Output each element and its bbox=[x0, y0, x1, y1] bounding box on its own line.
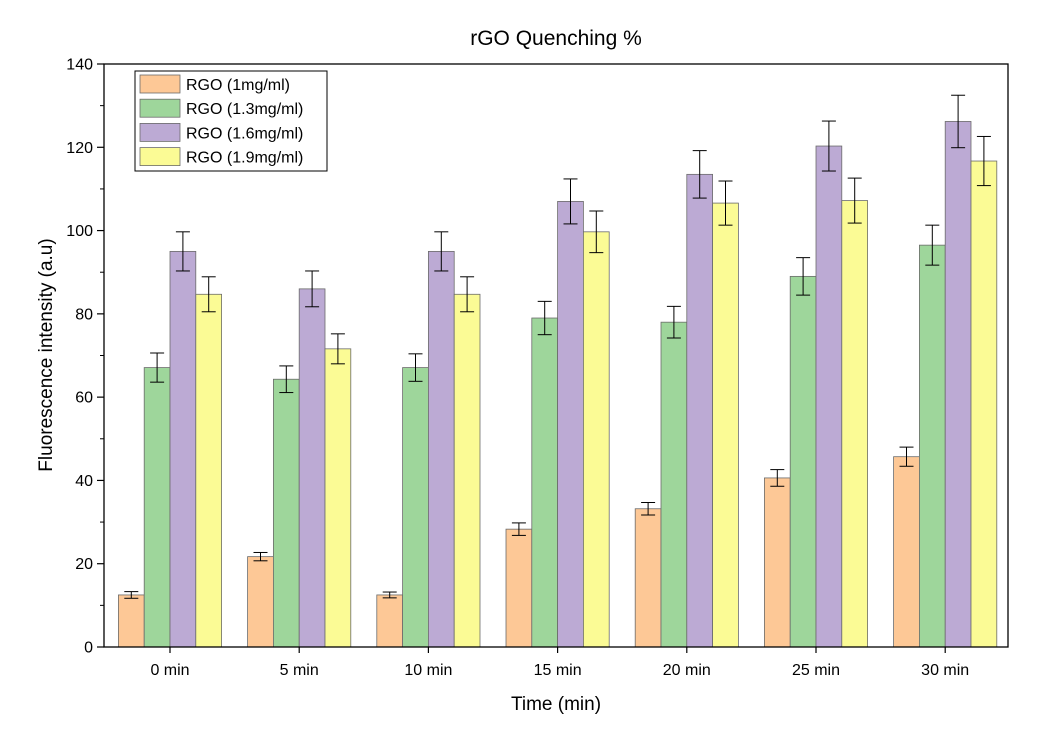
bar bbox=[324, 348, 352, 648]
error-bar bbox=[279, 365, 294, 394]
error-bar bbox=[330, 333, 345, 365]
bar bbox=[531, 317, 558, 648]
bar bbox=[970, 160, 998, 648]
chart-title: rGO Quenching % bbox=[470, 27, 642, 50]
x-tick-label: 20 min bbox=[663, 662, 711, 679]
bar bbox=[764, 477, 791, 648]
error-bar bbox=[589, 210, 604, 254]
y-tick-label: 100 bbox=[66, 223, 93, 240]
error-bar bbox=[821, 120, 836, 172]
bar bbox=[298, 288, 326, 648]
error-bar bbox=[976, 135, 991, 187]
error-bar bbox=[150, 352, 165, 383]
bar bbox=[919, 244, 946, 648]
bar bbox=[660, 321, 688, 648]
error-bar bbox=[899, 446, 914, 467]
error-bar bbox=[925, 224, 940, 266]
error-bar bbox=[408, 353, 423, 382]
y-tick-label: 140 bbox=[66, 57, 93, 74]
error-bar bbox=[641, 501, 656, 516]
error-bar bbox=[382, 591, 397, 599]
error-bar bbox=[692, 150, 707, 199]
x-tick-label: 25 min bbox=[792, 662, 840, 679]
error-bar bbox=[847, 177, 862, 224]
error-bar bbox=[460, 276, 475, 313]
legend-swatch bbox=[139, 147, 181, 167]
x-tick-label: 5 min bbox=[280, 662, 319, 679]
error-bar bbox=[951, 94, 966, 149]
bar bbox=[272, 378, 300, 648]
bar bbox=[944, 121, 972, 648]
bar bbox=[169, 250, 197, 648]
bar bbox=[505, 528, 533, 648]
legend-label: RGO (1mg/ml) bbox=[186, 77, 290, 94]
legend-item: RGO (1.3mg/ml) bbox=[139, 98, 303, 118]
bar bbox=[143, 367, 171, 648]
y-tick-label: 0 bbox=[84, 640, 93, 657]
y-tick-label: 120 bbox=[66, 140, 93, 157]
error-bar bbox=[537, 300, 552, 336]
bar bbox=[686, 173, 713, 648]
legend-item: RGO (1.6mg/ml) bbox=[139, 123, 303, 142]
bar bbox=[557, 201, 584, 648]
error-bar bbox=[796, 257, 811, 296]
bar bbox=[376, 594, 403, 648]
bar bbox=[402, 367, 429, 648]
legend-swatch bbox=[139, 98, 181, 118]
legend-label: RGO (1.6mg/ml) bbox=[186, 125, 303, 142]
bars-layer bbox=[118, 121, 998, 648]
x-tick-label: 0 min bbox=[150, 662, 189, 679]
error-bar bbox=[770, 469, 785, 487]
error-bar bbox=[201, 276, 216, 313]
legend-item: RGO (1.9mg/ml) bbox=[139, 147, 303, 167]
y-tick-label: 20 bbox=[75, 556, 93, 573]
legend-item: RGO (1mg/ml) bbox=[139, 74, 290, 94]
error-bar bbox=[718, 180, 733, 226]
x-tick-label: 10 min bbox=[404, 662, 452, 679]
error-bar bbox=[253, 551, 268, 562]
y-axis-label: Fluorescence intensity (a.u) bbox=[36, 238, 57, 471]
error-bars-layer bbox=[124, 94, 991, 599]
x-tick-label: 15 min bbox=[534, 662, 582, 679]
legend-label: RGO (1.9mg/ml) bbox=[186, 150, 303, 167]
bar bbox=[118, 594, 145, 648]
x-tick-label: 30 min bbox=[921, 662, 969, 679]
legend-swatch bbox=[139, 123, 181, 142]
bar bbox=[815, 145, 843, 648]
y-tick-label: 60 bbox=[75, 390, 93, 407]
bar bbox=[453, 293, 481, 648]
x-axis-label: Time (min) bbox=[511, 694, 601, 715]
bar bbox=[634, 508, 662, 648]
bar bbox=[247, 556, 274, 648]
error-bar bbox=[124, 591, 139, 599]
bar bbox=[789, 275, 817, 648]
error-bar bbox=[563, 178, 578, 225]
bar bbox=[427, 250, 455, 648]
bar bbox=[841, 200, 868, 648]
y-tick-label: 80 bbox=[75, 306, 93, 323]
bar bbox=[712, 202, 739, 648]
error-bar bbox=[305, 270, 320, 308]
bar bbox=[583, 231, 610, 648]
error-bar bbox=[175, 231, 190, 272]
legend-swatch bbox=[139, 74, 181, 94]
error-bar bbox=[666, 305, 681, 339]
y-tick-label: 40 bbox=[75, 473, 93, 490]
legend-label: RGO (1.3mg/ml) bbox=[186, 101, 303, 118]
error-bar bbox=[511, 522, 526, 536]
error-bar bbox=[434, 231, 449, 272]
legend: RGO (1mg/ml) RGO (1.3mg/ml) RGO (1.6mg/ml)… bbox=[134, 70, 328, 172]
axes-layer: 0 min 5 min 10 min 15 min 20 min 25 min 30 min… bbox=[66, 57, 969, 680]
bar bbox=[893, 456, 920, 648]
bar bbox=[195, 293, 223, 648]
